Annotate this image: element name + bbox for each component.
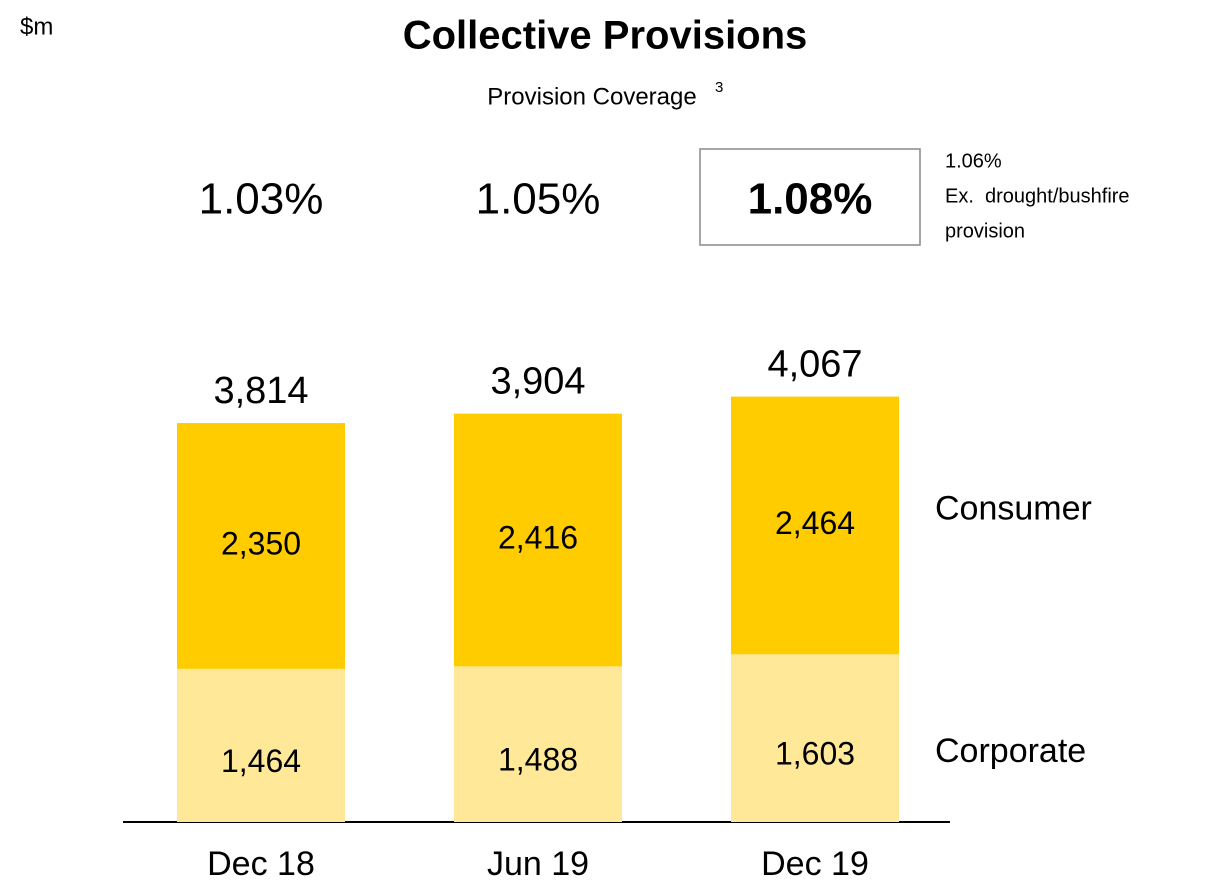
coverage-label: 1.08% [748,175,873,224]
bar-segment [177,423,345,669]
annotation: 1.06% [945,150,1002,172]
coverage-label: 1.03% [199,175,324,224]
subtitle: Provision Coverage [487,83,696,110]
bar-segment [177,668,345,822]
unit-label: $m [20,13,53,40]
subtitle-note: 3 [715,79,723,96]
total-label: 4,067 [767,344,862,386]
x-tick-label: Dec 19 [761,845,869,883]
bar-segment [454,413,622,667]
annotation: provision [945,220,1025,242]
segment-label: 2,416 [498,519,578,555]
segment-label: 2,464 [775,505,855,541]
x-tick-label: Dec 18 [207,845,315,883]
legend-label: Corporate [935,732,1086,770]
x-tick-label: Jun 19 [487,845,589,883]
bar-segment [454,666,622,822]
coverage-label: 1.05% [476,175,601,224]
total-label: 3,904 [490,361,585,403]
legend-label: Consumer [935,489,1092,527]
chart-title: Collective Provisions [403,14,808,58]
segment-label: 1,603 [775,736,855,772]
total-label: 3,814 [213,370,308,412]
highlight-box [699,148,921,246]
bar-segment [731,654,899,822]
bar-segment [731,396,899,655]
annotation: Ex. drought/bushfire [945,185,1130,207]
segment-label: 2,350 [221,525,301,561]
segment-label: 1,464 [221,743,301,779]
segment-label: 1,488 [498,742,578,778]
